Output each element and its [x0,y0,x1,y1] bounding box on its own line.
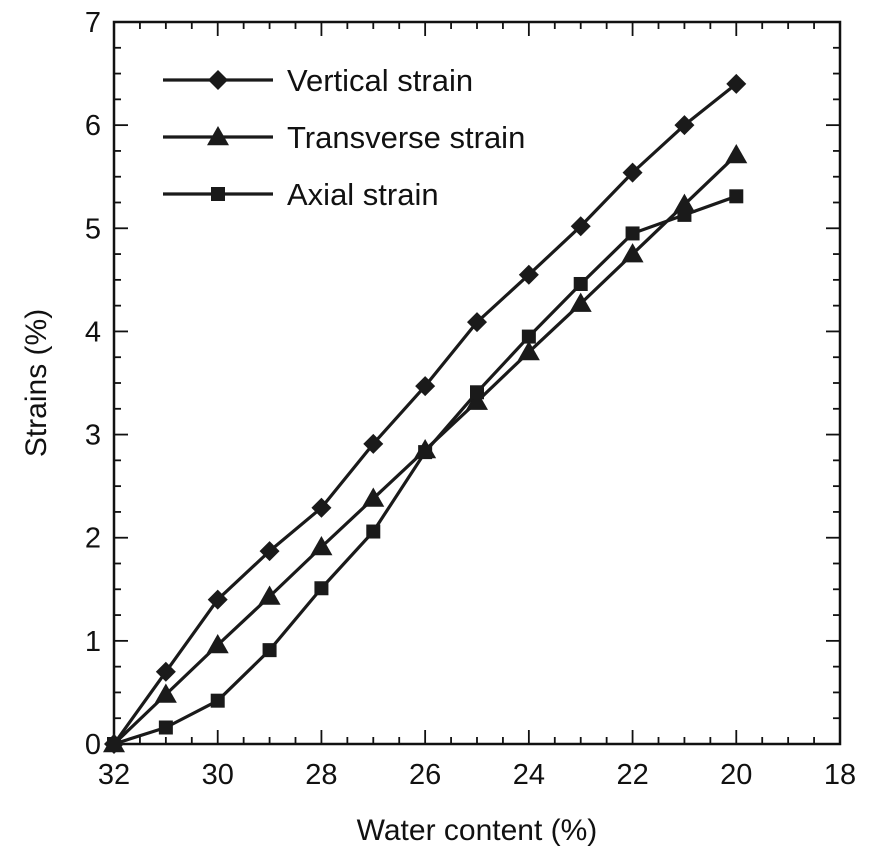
legend: Vertical strain Transverse strain Axial st… [163,63,525,212]
x-tick-label: 26 [409,759,441,791]
x-tick-label: 32 [98,759,130,791]
series-line-axial-strain [113,194,737,746]
data-point-vertical-strain [674,115,695,136]
plot-frame [112,20,842,746]
legend-label: Axial strain [287,177,439,212]
data-point-vertical-strain [207,589,228,610]
data-point-axial-strain [521,329,536,344]
data-point-vertical-strain [311,497,332,518]
data-point-vertical-strain [259,541,280,562]
data-point-vertical-strain [155,661,176,682]
legend-item-axial-strain: Axial strain [163,177,439,212]
data-point-axial-strain [107,737,121,751]
data-point-transverse-strain [154,683,177,703]
x-tick-label: 18 [824,759,856,791]
series-axial-strain [107,189,744,751]
y-tick-label: 6 [85,110,101,142]
data-point-transverse-strain [466,390,488,410]
data-point-transverse-strain [569,292,592,312]
tick-labels: 32 30 28 26 24 22 20 18 0 1 2 3 4 5 6 7 [85,7,856,791]
data-point-axial-strain [158,720,173,735]
data-point-transverse-strain [310,535,333,556]
series-vertical-strain [104,73,747,754]
data-point-axial-strain [470,385,484,400]
data-point-vertical-strain [518,264,539,285]
data-point-transverse-strain [517,341,540,361]
data-point-vertical-strain [467,312,487,333]
data-point-transverse-strain [258,585,281,605]
legend-label: Vertical strain [287,63,473,98]
data-point-axial-strain [625,226,640,241]
x-tick-label: 24 [513,759,545,791]
x-tick-label: 22 [616,759,648,791]
y-tick-label: 3 [85,420,101,452]
y-tick-label: 5 [85,213,101,245]
data-point-transverse-strain [206,633,229,654]
x-tick-label: 30 [202,759,234,791]
x-tick-label: 20 [720,759,752,791]
y-tick-label: 1 [85,626,101,658]
legend-item-vertical-strain: Vertical strain [163,63,473,98]
data-point-vertical-strain [570,216,591,237]
data-point-vertical-strain [622,162,643,183]
data-point-vertical-strain [726,73,747,94]
data-point-axial-strain [314,581,329,596]
data-point-vertical-strain [415,376,436,397]
series-layer [103,73,748,754]
data-point-axial-strain [366,524,381,539]
data-point-axial-strain [210,693,225,708]
data-point-axial-strain [262,643,277,658]
data-point-transverse-strain [362,487,385,507]
legend-item-transverse-strain: Transverse strain [163,120,525,155]
legend-marker [211,187,225,201]
x-tick-label: 28 [305,759,337,791]
legend-label: Transverse strain [287,120,525,155]
legend-marker [207,126,229,146]
data-point-transverse-strain [621,243,644,263]
y-tick-label: 0 [85,729,101,761]
y-tick-label: 2 [85,523,101,555]
y-tick-label: 4 [85,316,101,348]
data-point-vertical-strain [363,433,384,454]
y-axis-title: Strains (%) [20,309,53,457]
y-tick-label: 7 [85,7,101,39]
data-point-axial-strain [677,207,692,222]
x-axis-title: Water content (%) [357,814,598,847]
legend-marker [208,70,228,90]
data-point-axial-strain [418,445,433,460]
data-point-axial-strain [729,189,744,204]
data-point-transverse-strain [725,144,748,164]
data-point-axial-strain [573,276,588,291]
